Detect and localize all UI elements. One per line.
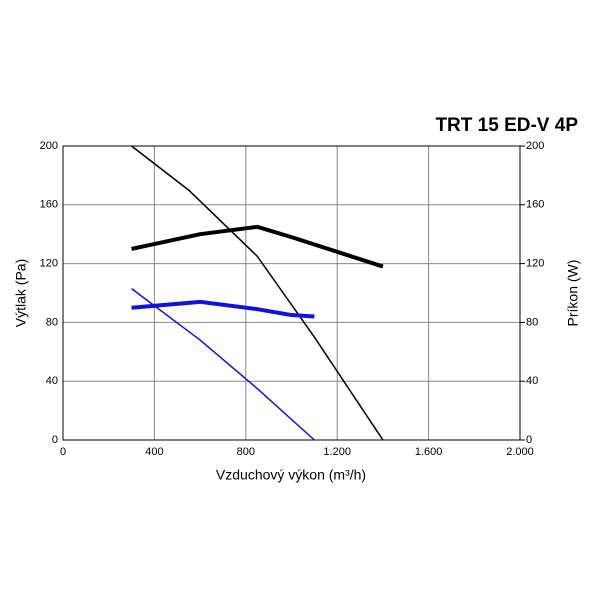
y-tick-label: 0 bbox=[52, 434, 58, 446]
x-tick-label: 0 bbox=[60, 446, 66, 458]
data-line bbox=[131, 224, 384, 269]
y-tick-label: 80 bbox=[46, 316, 58, 328]
y-axis-label: Výtlak (Pa) bbox=[13, 259, 29, 327]
x-tick-label: 1.600 bbox=[415, 446, 443, 458]
y2-tick-label: 120 bbox=[526, 258, 544, 270]
y-tick-label: 160 bbox=[40, 199, 58, 211]
x-tick-label: 1.200 bbox=[323, 446, 351, 458]
data-line bbox=[131, 145, 384, 441]
x-tick-label: 400 bbox=[145, 446, 163, 458]
y2-tick-label: 40 bbox=[526, 375, 538, 387]
x-tick-label: 800 bbox=[237, 446, 255, 458]
plot-frame bbox=[62, 145, 521, 441]
data-line bbox=[131, 287, 315, 441]
y-tick-label: 120 bbox=[40, 258, 58, 270]
y2-tick-label: 160 bbox=[526, 199, 544, 211]
y2-tick-label: 200 bbox=[526, 140, 544, 152]
x-tick-label: 2.000 bbox=[506, 446, 534, 458]
data-line bbox=[131, 299, 315, 319]
y-tick-label: 40 bbox=[46, 375, 58, 387]
y-tick-label: 200 bbox=[40, 140, 58, 152]
y2-tick-label: 80 bbox=[526, 316, 538, 328]
y2-tick-label: 0 bbox=[526, 434, 532, 446]
y2-axis-label: Príkon (W) bbox=[565, 260, 581, 327]
x-axis-label: Vzduchový výkon (m³/h) bbox=[216, 467, 366, 483]
chart-title: TRT 15 ED-V 4P bbox=[435, 115, 578, 136]
